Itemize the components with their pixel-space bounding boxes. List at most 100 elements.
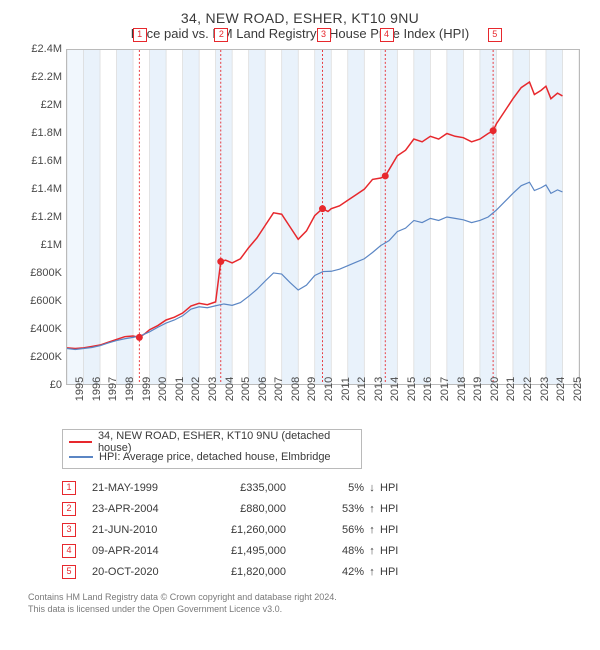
footer: Contains HM Land Registry data © Crown c… xyxy=(28,592,586,615)
transaction-number: 3 xyxy=(62,523,76,537)
transaction-arrow-icon: ↑ xyxy=(364,524,380,536)
x-tick-label: 2015 xyxy=(406,377,418,401)
x-tick-label: 2011 xyxy=(340,377,352,401)
transaction-pct: 53% xyxy=(322,503,364,515)
x-tick-label: 2013 xyxy=(373,377,385,401)
y-tick-label: £600K xyxy=(30,295,62,307)
y-tick-label: £1.4M xyxy=(31,183,62,195)
transaction-row: 1 21-MAY-1999£335,0005%↓HPI xyxy=(62,477,586,498)
transaction-pct: 42% xyxy=(322,566,364,578)
page-title: 34, NEW ROAD, ESHER, KT10 9NU xyxy=(14,10,586,26)
transaction-row: 5 20-OCT-2020£1,820,00042%↑HPI xyxy=(62,561,586,582)
transaction-marker: 4 xyxy=(380,28,394,42)
x-tick-label: 1999 xyxy=(141,377,153,401)
x-axis: 1995199619971998199920002001200220032004… xyxy=(66,385,580,419)
x-tick-label: 2018 xyxy=(456,377,468,401)
legend: 34, NEW ROAD, ESHER, KT10 9NU (detached … xyxy=(62,429,362,469)
y-tick-label: £1.8M xyxy=(31,127,62,139)
transaction-marker: 3 xyxy=(317,28,331,42)
transaction-date: 09-APR-2014 xyxy=(92,545,212,557)
footer-line-2: This data is licensed under the Open Gov… xyxy=(28,604,586,616)
x-tick-label: 1995 xyxy=(74,377,86,401)
transaction-date: 21-MAY-1999 xyxy=(92,482,212,494)
transaction-arrow-icon: ↑ xyxy=(364,566,380,578)
legend-swatch xyxy=(69,441,92,443)
x-tick-label: 2016 xyxy=(422,377,434,401)
x-tick-label: 2022 xyxy=(522,377,534,401)
legend-swatch xyxy=(69,456,93,458)
transaction-pct: 5% xyxy=(322,482,364,494)
y-tick-label: £1.2M xyxy=(31,211,62,223)
transaction-date: 23-APR-2004 xyxy=(92,503,212,515)
x-tick-label: 2008 xyxy=(290,377,302,401)
transaction-table: 121-MAY-1999£335,0005%↓HPI223-APR-2004£8… xyxy=(62,477,586,582)
transaction-arrow-icon: ↓ xyxy=(364,482,380,494)
transaction-hpi-label: HPI xyxy=(380,545,398,557)
x-tick-label: 2025 xyxy=(572,377,584,401)
y-tick-label: £2M xyxy=(41,99,62,111)
y-tick-label: £2.4M xyxy=(31,43,62,55)
plot-region: 12345 xyxy=(66,49,580,385)
plot-svg xyxy=(67,50,579,384)
transaction-marker: 2 xyxy=(214,28,228,42)
y-axis: £0£200K£400K£600K£800K£1M£1.2M£1.4M£1.6M… xyxy=(20,49,64,385)
legend-item: HPI: Average price, detached house, Elmb… xyxy=(69,449,355,464)
x-tick-label: 2012 xyxy=(356,377,368,401)
x-tick-label: 2020 xyxy=(489,377,501,401)
x-tick-label: 2002 xyxy=(190,377,202,401)
transaction-pct: 56% xyxy=(322,524,364,536)
transaction-price: £1,260,000 xyxy=(212,524,322,536)
transaction-date: 20-OCT-2020 xyxy=(92,566,212,578)
y-tick-label: £2.2M xyxy=(31,71,62,83)
transaction-row: 2 23-APR-2004£880,00053%↑HPI xyxy=(62,498,586,519)
x-tick-label: 2010 xyxy=(323,377,335,401)
x-tick-label: 2007 xyxy=(273,377,285,401)
transaction-hpi-label: HPI xyxy=(380,566,398,578)
x-tick-label: 2005 xyxy=(240,377,252,401)
transaction-number: 1 xyxy=(62,481,76,495)
transaction-price: £880,000 xyxy=(212,503,322,515)
x-tick-label: 2017 xyxy=(439,377,451,401)
transaction-pct: 48% xyxy=(322,545,364,557)
transaction-hpi-label: HPI xyxy=(380,524,398,536)
transaction-marker: 5 xyxy=(488,28,502,42)
transaction-row: 4 09-APR-2014£1,495,00048%↑HPI xyxy=(62,540,586,561)
x-tick-label: 2000 xyxy=(157,377,169,401)
legend-label: HPI: Average price, detached house, Elmb… xyxy=(99,451,331,463)
y-tick-label: £1M xyxy=(41,239,62,251)
x-tick-label: 2023 xyxy=(539,377,551,401)
y-tick-label: £400K xyxy=(30,323,62,335)
legend-item: 34, NEW ROAD, ESHER, KT10 9NU (detached … xyxy=(69,434,355,449)
x-tick-label: 1998 xyxy=(124,377,136,401)
x-tick-label: 2014 xyxy=(389,377,401,401)
y-tick-label: £800K xyxy=(30,267,62,279)
transaction-number: 2 xyxy=(62,502,76,516)
chart-area: £0 £200K £400K £600K £800K £1M £1.2M £1.4M £1.6M… xyxy=(20,49,580,419)
x-tick-label: 2009 xyxy=(306,377,318,401)
x-tick-label: 2004 xyxy=(224,377,236,401)
transaction-hpi-label: HPI xyxy=(380,503,398,515)
transaction-hpi-label: HPI xyxy=(380,482,398,494)
transaction-number: 4 xyxy=(62,544,76,558)
x-tick-label: 2021 xyxy=(505,377,517,401)
transaction-number: 5 xyxy=(62,565,76,579)
y-tick-label: £200K xyxy=(30,351,62,363)
x-tick-label: 2001 xyxy=(174,377,186,401)
y-tick-label: £1.6M xyxy=(31,155,62,167)
transaction-row: 3 21-JUN-2010£1,260,00056%↑HPI xyxy=(62,519,586,540)
transaction-price: £1,820,000 xyxy=(212,566,322,578)
y-tick-label: £0 xyxy=(50,379,62,391)
x-tick-label: 1996 xyxy=(91,377,103,401)
x-tick-label: 1997 xyxy=(107,377,119,401)
transaction-arrow-icon: ↑ xyxy=(364,503,380,515)
transaction-date: 21-JUN-2010 xyxy=(92,524,212,536)
x-tick-label: 2006 xyxy=(257,377,269,401)
transaction-price: £1,495,000 xyxy=(212,545,322,557)
x-tick-label: 2024 xyxy=(555,377,567,401)
x-tick-label: 2003 xyxy=(207,377,219,401)
footer-line-1: Contains HM Land Registry data © Crown c… xyxy=(28,592,586,604)
transaction-arrow-icon: ↑ xyxy=(364,545,380,557)
transaction-price: £335,000 xyxy=(212,482,322,494)
x-tick-label: 2019 xyxy=(472,377,484,401)
transaction-marker: 1 xyxy=(133,28,147,42)
